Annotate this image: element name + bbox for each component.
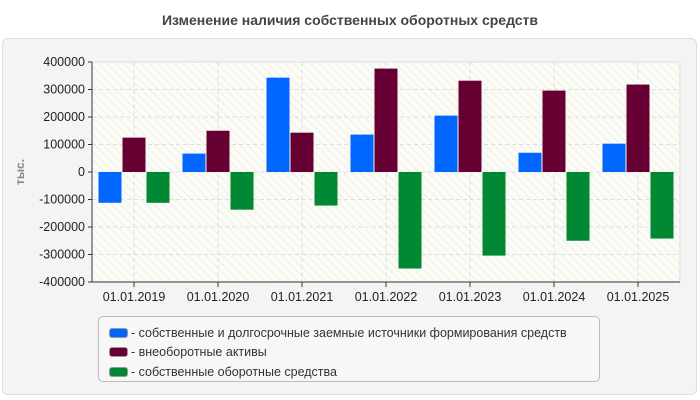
- bar-series-3: [314, 172, 338, 206]
- bar-series-3: [230, 172, 254, 210]
- bar-series-3: [146, 172, 170, 203]
- x-tick-label: 01.01.2025: [607, 290, 670, 304]
- bar-series-1: [266, 77, 290, 172]
- legend-item: - собственные оборотные средства: [109, 362, 599, 382]
- y-tick-label: -100000: [39, 193, 85, 207]
- x-tick-label: 01.01.2023: [439, 290, 502, 304]
- y-tick-label: -200000: [39, 220, 85, 234]
- x-tick-label: 01.01.2024: [523, 290, 586, 304]
- bar-series-2: [122, 137, 146, 172]
- y-tick-label: 100000: [43, 138, 85, 152]
- bar-series-2: [374, 68, 398, 172]
- bar-series-1: [350, 134, 374, 172]
- x-tick-label: 01.01.2019: [103, 290, 166, 304]
- chart-title: Изменение наличия собственных оборотных …: [161, 12, 539, 28]
- bar-series-2: [542, 90, 566, 172]
- legend-label: - собственные и долгосрочные заемные ист…: [131, 325, 567, 340]
- legend-label: - внеоборотные активы: [131, 345, 267, 360]
- legend-item: - собственные и долгосрочные заемные ист…: [109, 323, 599, 343]
- bar-series-2: [206, 130, 230, 172]
- bar-series-2: [626, 84, 650, 172]
- bar-series-1: [182, 153, 206, 172]
- bar-series-1: [518, 152, 542, 172]
- bar-series-1: [602, 143, 626, 172]
- y-tick-label: 400000: [43, 55, 85, 69]
- y-tick-label: 0: [78, 165, 85, 179]
- y-tick-label: 200000: [43, 110, 85, 124]
- bar-series-2: [290, 132, 314, 172]
- x-tick-label: 01.01.2022: [355, 290, 418, 304]
- bar-series-2: [458, 80, 482, 172]
- bar-series-1: [434, 115, 458, 172]
- y-axis-label: тыс.: [13, 159, 27, 185]
- x-tick-label: 01.01.2020: [187, 290, 250, 304]
- legend-item: - внеоборотные активы: [109, 343, 599, 363]
- x-tick-label: 01.01.2021: [271, 290, 334, 304]
- bar-series-3: [650, 172, 674, 239]
- bar-series-3: [566, 172, 590, 241]
- legend-swatch: [109, 327, 128, 338]
- y-tick-label: -400000: [39, 275, 85, 289]
- y-tick-label: -300000: [39, 248, 85, 262]
- legend-swatch: [109, 366, 128, 377]
- y-tick-label: 300000: [43, 83, 85, 97]
- bar-series-3: [482, 172, 506, 256]
- bar-series-1: [98, 172, 122, 203]
- legend-swatch: [109, 347, 128, 358]
- legend-label: - собственные оборотные средства: [131, 364, 337, 379]
- legend: - собственные и долгосрочные заемные ист…: [98, 316, 600, 382]
- bar-series-3: [398, 172, 422, 269]
